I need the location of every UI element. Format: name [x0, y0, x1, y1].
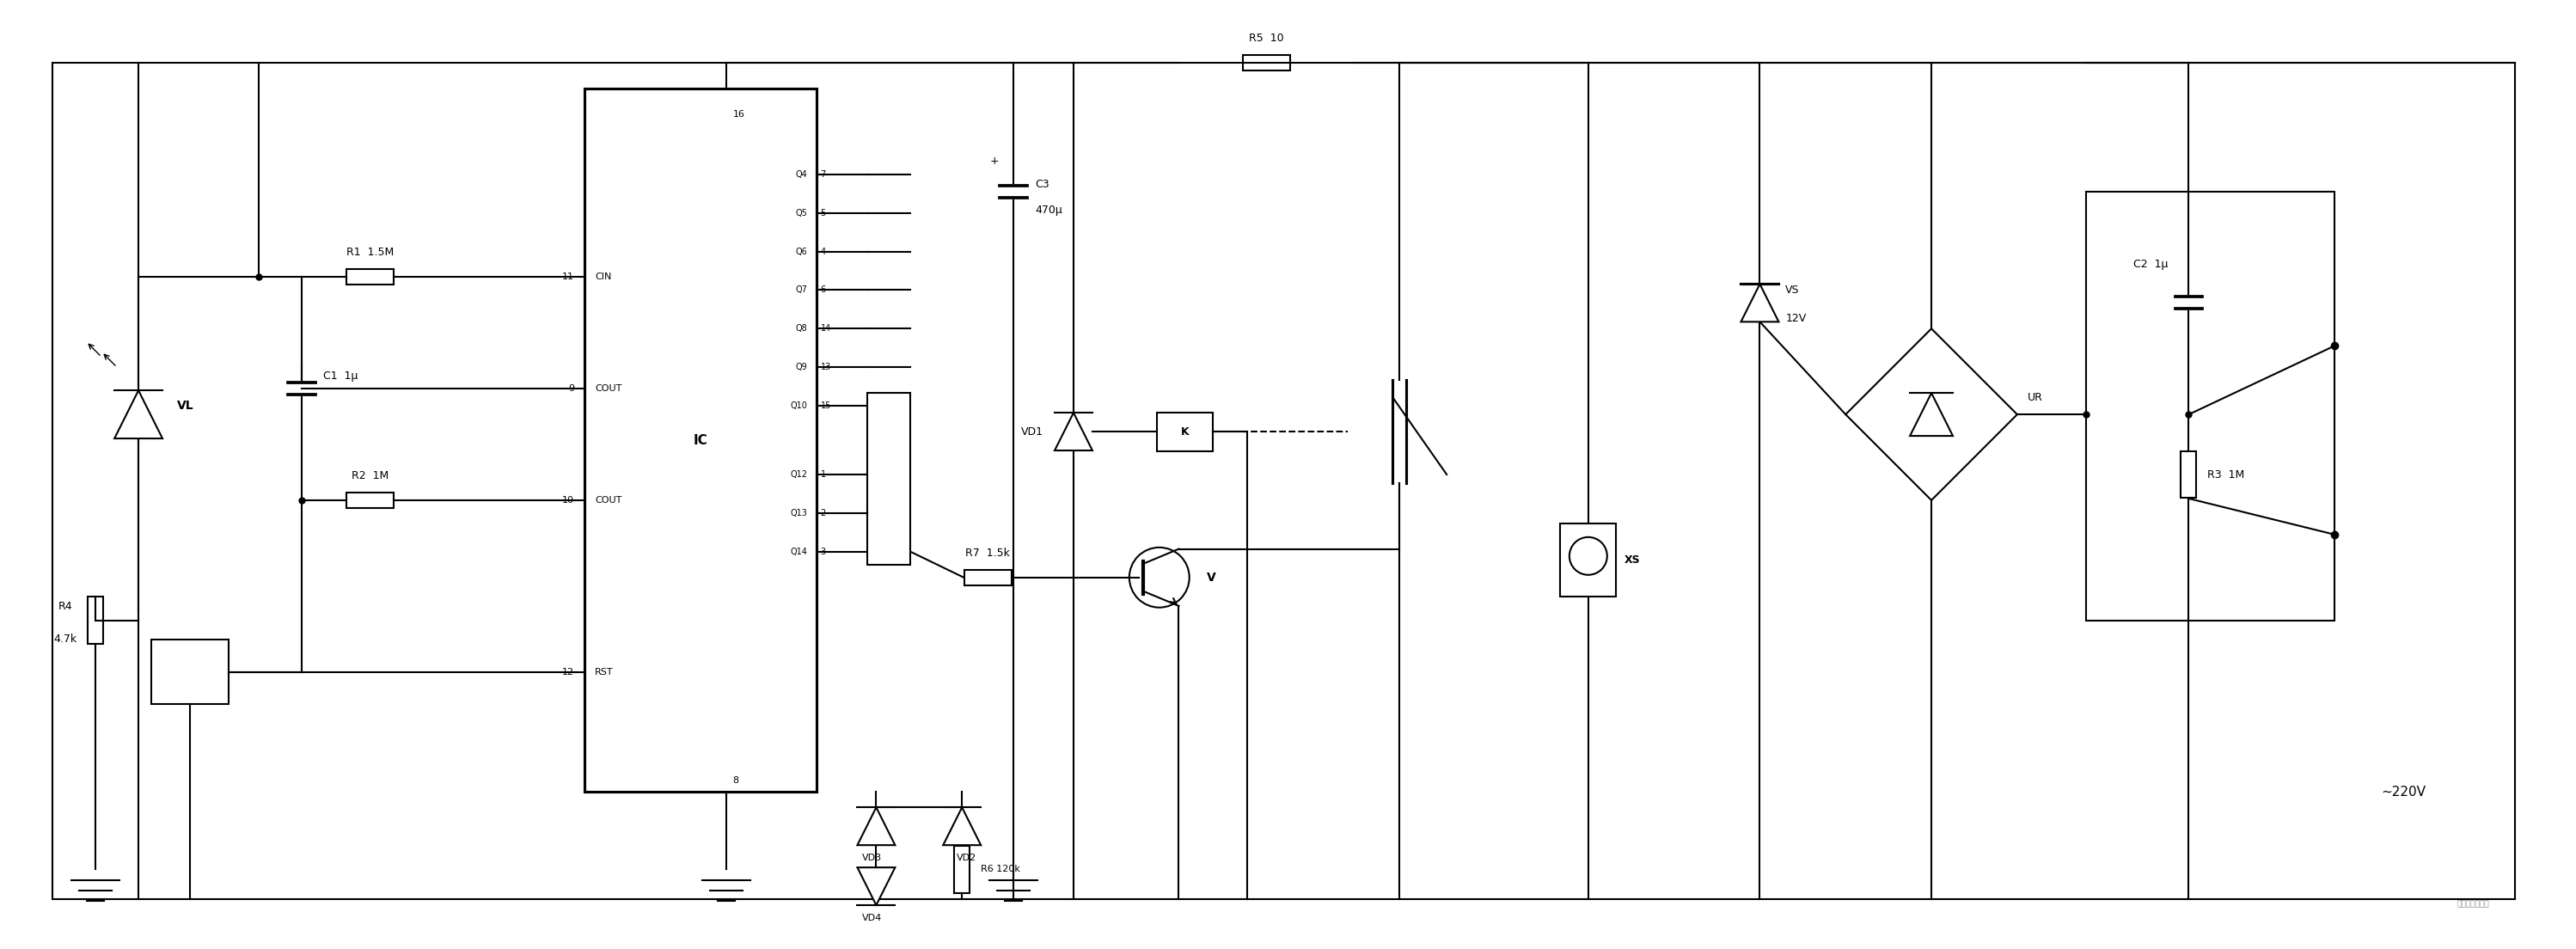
Text: V: V [1206, 571, 1216, 584]
Polygon shape [858, 867, 894, 905]
Text: +: + [989, 156, 999, 167]
Text: R4: R4 [59, 601, 72, 612]
Text: Q5: Q5 [796, 209, 809, 217]
Text: Q12: Q12 [791, 470, 809, 479]
Polygon shape [113, 390, 162, 438]
Bar [868, 393, 909, 565]
Text: R3  1M: R3 1M [2208, 469, 2244, 480]
Bar [52, 63, 2514, 900]
Text: C2  1μ: C2 1μ [2133, 259, 2169, 270]
Text: 7: 7 [822, 170, 827, 178]
Text: 16: 16 [734, 110, 744, 119]
Bar [963, 569, 1012, 586]
Text: UR: UR [2027, 392, 2043, 403]
Text: 14: 14 [822, 325, 832, 333]
Text: 11: 11 [562, 273, 574, 282]
Text: R2  1M: R2 1M [350, 470, 389, 481]
Text: ~220V: ~220V [2380, 786, 2427, 798]
Text: 4.7k: 4.7k [54, 633, 77, 644]
Text: 10: 10 [562, 496, 574, 505]
Text: CIN: CIN [595, 273, 611, 282]
Text: VD3: VD3 [863, 854, 881, 863]
Text: 1: 1 [822, 470, 827, 479]
Text: 6: 6 [822, 286, 827, 294]
Text: Q4: Q4 [796, 170, 809, 178]
Text: 12: 12 [562, 667, 574, 676]
Text: 12V: 12V [1785, 313, 1806, 324]
Text: Q10: Q10 [791, 401, 809, 410]
Bar [88, 597, 103, 644]
Polygon shape [943, 808, 981, 846]
Text: VD2: VD2 [956, 854, 976, 863]
Text: Q13: Q13 [791, 509, 809, 517]
Bar [1244, 55, 1291, 70]
Polygon shape [1909, 393, 1953, 436]
Polygon shape [1054, 413, 1092, 451]
Bar [585, 88, 817, 791]
Text: XS: XS [1625, 555, 1641, 566]
Text: Q9: Q9 [796, 363, 809, 372]
Text: VL: VL [178, 400, 193, 412]
Text: 5: 5 [822, 209, 827, 217]
Text: C1  1μ: C1 1μ [322, 370, 358, 381]
Text: 2: 2 [822, 509, 827, 517]
Text: RST: RST [595, 667, 613, 676]
Text: C3: C3 [1036, 179, 1048, 190]
Text: R7  1.5k: R7 1.5k [966, 548, 1010, 559]
Polygon shape [1741, 284, 1777, 322]
Text: Q7: Q7 [796, 286, 809, 294]
Text: VD1: VD1 [1020, 426, 1043, 437]
Text: Q6: Q6 [796, 247, 809, 255]
Text: R5  10: R5 10 [1249, 32, 1283, 44]
Text: IC: IC [693, 434, 708, 447]
Text: 维库电子市场网: 维库电子市场网 [2458, 900, 2488, 908]
Text: Q8: Q8 [796, 325, 809, 333]
Bar [1157, 412, 1213, 451]
Text: COUT: COUT [595, 496, 621, 505]
Polygon shape [858, 808, 894, 846]
Text: COUT: COUT [595, 384, 621, 393]
Text: 15: 15 [822, 401, 832, 410]
Text: K: K [1180, 426, 1190, 437]
Text: 3: 3 [822, 548, 827, 556]
Bar [2087, 192, 2334, 621]
Text: Q14: Q14 [791, 548, 809, 556]
Bar [953, 846, 969, 893]
Bar [348, 270, 394, 285]
Text: 9: 9 [569, 384, 574, 393]
Text: VD4: VD4 [863, 914, 881, 922]
Text: VS: VS [1785, 285, 1801, 296]
Bar [348, 493, 394, 508]
Bar [2182, 451, 2197, 498]
Text: 470μ: 470μ [1036, 205, 1061, 215]
Text: 4: 4 [822, 247, 827, 255]
Text: R6 120k: R6 120k [981, 865, 1020, 873]
Text: 13: 13 [822, 363, 832, 372]
Bar [1561, 524, 1615, 597]
Bar [152, 640, 229, 704]
Text: 8: 8 [734, 776, 739, 785]
Text: R1  1.5M: R1 1.5M [345, 247, 394, 258]
